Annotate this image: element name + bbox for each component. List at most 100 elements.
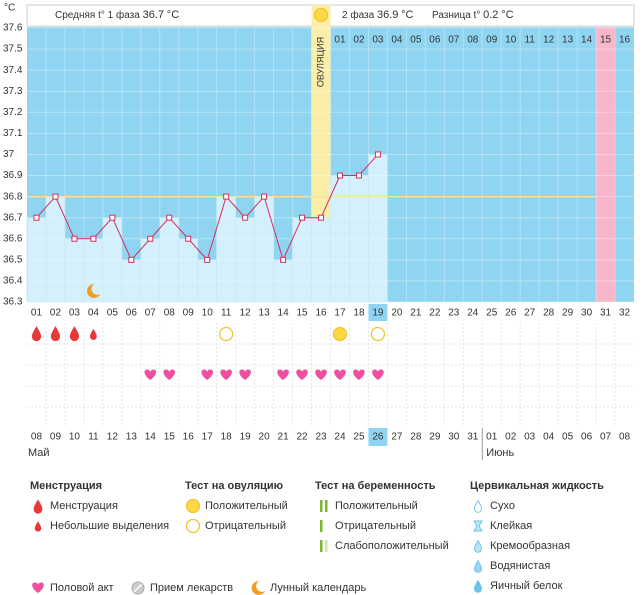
month-label: Июнь: [486, 447, 514, 459]
heart-icon: [296, 369, 308, 380]
cycle-day: 13: [259, 308, 271, 319]
temp-point: [71, 235, 78, 242]
cycle-day: 21: [410, 308, 422, 319]
today-box: [368, 428, 388, 446]
temp-bar: [83, 238, 104, 303]
phase2-day: 06: [429, 35, 441, 46]
y-tick-label: 37.6: [3, 23, 23, 34]
phase2-day: 02: [353, 35, 365, 46]
temp-point: [185, 235, 192, 242]
temp-point: [204, 256, 211, 263]
heart-icon: [144, 369, 157, 380]
date: 28: [410, 432, 422, 443]
date: 11: [88, 432, 99, 443]
phase2-day: 12: [543, 35, 555, 46]
negative-test: [219, 326, 234, 342]
legend-item: Лунный календарь: [270, 582, 367, 594]
date: 16: [183, 432, 195, 443]
heart-icon: [201, 369, 214, 380]
date: 24: [334, 432, 346, 443]
pregnancy-icon: [320, 540, 323, 552]
temp-point: [336, 172, 343, 179]
date: 26: [372, 432, 384, 443]
date: 07: [600, 432, 612, 443]
cycle-day: 28: [543, 308, 555, 319]
date: 09: [50, 432, 62, 443]
y-tick-label: 36.5: [3, 254, 23, 265]
heart-icon: [372, 369, 384, 380]
phase2-day: 01: [334, 35, 346, 46]
positive-test: [185, 498, 201, 514]
cycle-day: 31: [600, 308, 612, 319]
y-tick-label: 36.9: [3, 170, 23, 181]
date: 15: [164, 432, 176, 443]
drop-icon: [473, 559, 483, 573]
date: 21: [278, 432, 290, 443]
temp-bar: [178, 238, 199, 303]
drop-icon: [50, 326, 61, 342]
phase2-day: 09: [486, 35, 498, 46]
heart-icon: [353, 369, 365, 380]
y-tick-label: 37: [3, 149, 15, 160]
temp-bar: [140, 238, 161, 303]
y-tick-label: 37.1: [3, 128, 23, 139]
legend-item: Небольшие выделения: [50, 520, 169, 532]
phase2-day: 16: [619, 35, 631, 46]
y-tick-label: 37.2: [3, 107, 23, 118]
cycle-day: 16: [315, 308, 327, 319]
phase2-day: 10: [505, 35, 517, 46]
date: 20: [259, 432, 271, 443]
cycle-day: 05: [107, 308, 119, 319]
date: 02: [505, 432, 517, 443]
phase1-summary: Средняя t° 1 фаза 36.7 °C: [55, 9, 179, 21]
legend-item: Положительный: [205, 500, 288, 512]
date: 29: [429, 432, 441, 443]
cycle-day: 11: [221, 308, 232, 319]
month-label: Май: [28, 447, 50, 459]
heart-icon: [163, 369, 176, 380]
date: 31: [467, 432, 479, 443]
cycle-day: 25: [486, 308, 498, 319]
heart-icon: [239, 369, 251, 380]
phase2-day: 05: [410, 35, 422, 46]
legend-title: Цервикальная жидкость: [470, 480, 604, 492]
cycle-day: 20: [391, 308, 403, 319]
temp-point: [280, 256, 287, 263]
cycle-day: 01: [31, 308, 43, 319]
cycle-day: 22: [429, 308, 441, 319]
drop-icon: [89, 328, 97, 340]
date: 30: [448, 432, 460, 443]
cycle-day: 07: [145, 308, 157, 319]
temp-point: [374, 151, 381, 158]
y-tick-label: 36.4: [3, 276, 23, 287]
date: 01: [486, 432, 498, 443]
pregnancy-icon: [325, 500, 328, 512]
cycle-day: 14: [278, 308, 290, 319]
cycle-day: 15: [296, 308, 308, 319]
y-tick-label: 36.7: [3, 212, 23, 223]
fluid-icon: [473, 520, 483, 532]
drop-icon: [473, 579, 483, 593]
date: 10: [69, 432, 81, 443]
legend-item: Слабоположительный: [335, 540, 449, 552]
date: 18: [221, 432, 233, 443]
heart-icon: [32, 582, 44, 593]
phase2-day: 13: [562, 35, 574, 46]
legend-title: Менструация: [30, 480, 102, 492]
date: 08: [31, 432, 43, 443]
date: 27: [391, 432, 403, 443]
cycle-day: 12: [240, 308, 252, 319]
date: 23: [315, 432, 327, 443]
heart-icon: [277, 369, 289, 380]
pregnancy-icon: [320, 500, 323, 512]
cycle-day: 04: [88, 308, 100, 319]
drop-icon: [31, 326, 42, 342]
phase2-day: 15: [600, 35, 612, 46]
cycle-day: 23: [448, 308, 460, 319]
pregnancy-icon: [320, 520, 323, 532]
temp-point: [109, 214, 116, 221]
date: 14: [145, 432, 157, 443]
temp-point: [355, 172, 362, 179]
cycle-day: 17: [334, 308, 346, 319]
date: 03: [524, 432, 536, 443]
